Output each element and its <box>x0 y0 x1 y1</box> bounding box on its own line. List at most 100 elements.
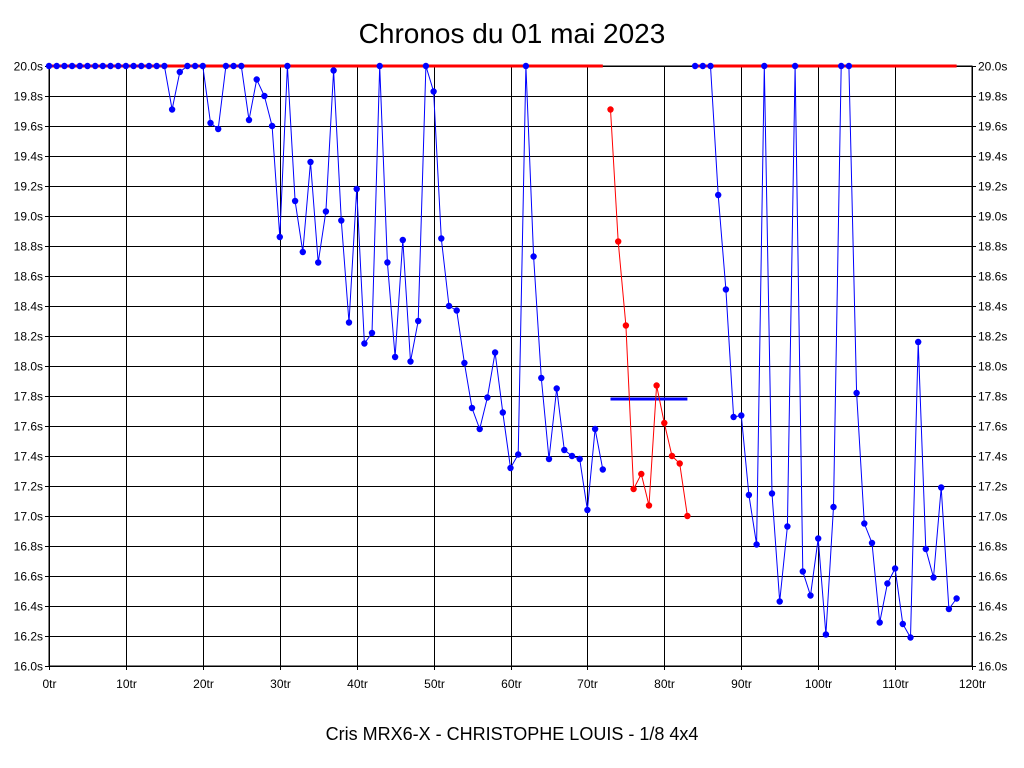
data-point <box>422 62 430 70</box>
y-tick-label-left: 18.0s <box>14 360 43 374</box>
x-tick-label: 80tr <box>654 677 675 691</box>
cap-lines <box>49 64 957 401</box>
data-point <box>122 62 130 70</box>
data-point <box>884 580 891 587</box>
data-point <box>161 62 168 70</box>
data-point <box>299 248 306 256</box>
y-tick-label-right: 20.0s <box>978 60 1007 74</box>
data-point <box>591 425 599 433</box>
data-point <box>615 238 622 245</box>
data-point <box>438 235 445 242</box>
data-point <box>207 119 214 127</box>
data-point <box>876 619 883 626</box>
data-point <box>315 259 322 266</box>
data-point <box>484 394 491 401</box>
chart-footer: Cris MRX6-X - CHRISTOPHE LOUIS - 1/8 4x4 <box>326 724 699 744</box>
data-point <box>861 520 868 527</box>
data-point <box>622 322 630 329</box>
data-point <box>453 307 460 314</box>
y-tick-label-right: 19.4s <box>978 150 1007 164</box>
data-point <box>92 62 99 70</box>
data-point <box>930 574 937 581</box>
x-tick-label: 100tr <box>805 677 832 691</box>
data-point <box>922 545 929 553</box>
y-tick-label-left: 18.6s <box>14 270 43 284</box>
y-tick-label-left: 16.6s <box>14 570 43 584</box>
data-point <box>791 62 799 70</box>
data-point <box>707 62 714 70</box>
data-point <box>807 592 814 599</box>
x-tick-label: 0tr <box>42 677 56 691</box>
y-tick-label-left: 17.0s <box>14 510 43 524</box>
x-tick-label: 20tr <box>193 677 214 691</box>
data-point <box>561 446 568 454</box>
data-point <box>284 62 291 70</box>
data-point <box>730 413 737 421</box>
series-line <box>695 65 958 640</box>
data-point <box>45 62 53 70</box>
y-tick-label-right: 17.6s <box>978 420 1007 434</box>
data-point <box>168 106 176 113</box>
data-point <box>476 425 483 433</box>
data-point <box>907 634 914 641</box>
y-tick-label-right: 19.6s <box>978 120 1007 134</box>
data-point <box>761 62 768 70</box>
y-tick-label-left: 18.2s <box>14 330 43 344</box>
data-point <box>276 233 283 241</box>
data-point <box>776 598 783 605</box>
data-point <box>461 359 468 367</box>
data-point <box>938 484 945 491</box>
data-point <box>668 452 676 460</box>
data-point <box>322 208 330 215</box>
y-tick-label-right: 19.2s <box>978 180 1007 194</box>
y-tick-label-left: 19.4s <box>14 150 43 164</box>
y-tick-label-right: 17.4s <box>978 450 1007 464</box>
y-tick-label-right: 16.0s <box>978 660 1007 674</box>
series-line <box>49 65 604 511</box>
y-tick-label-right: 18.2s <box>978 330 1007 344</box>
data-point <box>353 185 360 193</box>
data-point <box>245 116 253 124</box>
data-point <box>215 125 222 133</box>
y-tick-label-left: 19.6s <box>14 120 43 134</box>
data-point <box>676 460 683 467</box>
y-tick-label-left: 17.4s <box>14 450 43 464</box>
x-tick-label: 30tr <box>270 677 291 691</box>
data-point <box>784 523 791 530</box>
data-point <box>891 565 899 572</box>
y-tick-label-left: 17.2s <box>14 480 43 494</box>
y-tick-label-right: 17.0s <box>978 510 1007 524</box>
data-point <box>830 503 837 511</box>
data-point <box>199 62 206 70</box>
data-point <box>153 62 160 70</box>
data-point <box>491 349 499 356</box>
data-point <box>268 122 276 130</box>
y-tick-label-right: 16.2s <box>978 630 1007 644</box>
data-point <box>445 302 453 310</box>
data-point <box>430 88 437 95</box>
data-point <box>61 62 68 70</box>
data-point <box>630 485 637 493</box>
data-point <box>84 62 91 70</box>
data-point <box>838 62 845 70</box>
x-tick-label: 70tr <box>577 677 598 691</box>
y-tick-label-right: 19.0s <box>978 210 1007 224</box>
data-point <box>738 412 745 419</box>
data-point <box>507 464 514 472</box>
y-tick-label-left: 16.8s <box>14 540 43 554</box>
data-point <box>638 470 645 478</box>
data-point <box>145 62 153 70</box>
data-point <box>468 404 476 412</box>
data-point <box>753 541 760 548</box>
chart-title: Chronos du 01 mai 2023 <box>359 18 666 49</box>
y-tick-label-right: 16.8s <box>978 540 1007 554</box>
data-point <box>822 631 830 638</box>
data-point <box>291 197 299 205</box>
x-tick-label: 120tr <box>959 677 986 691</box>
data-point <box>261 92 268 100</box>
data-point <box>68 62 76 70</box>
data-point <box>184 62 191 70</box>
data-point <box>399 236 406 244</box>
data-point <box>699 62 706 70</box>
data-point <box>722 286 730 293</box>
